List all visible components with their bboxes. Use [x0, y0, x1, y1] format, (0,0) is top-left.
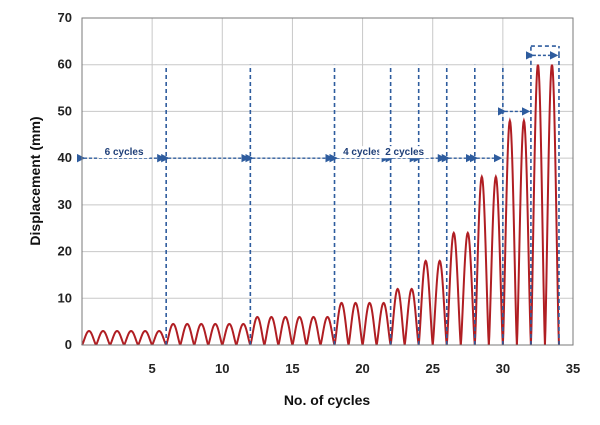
stage-9-cycles: [501, 117, 532, 346]
cycle-wave: [137, 329, 153, 346]
cycle-wave: [375, 301, 392, 346]
cycle-wave: [515, 117, 532, 346]
x-tick-label: 15: [285, 361, 299, 376]
stage-3-cycles: [249, 315, 336, 346]
cycle-wave: [501, 117, 518, 346]
cycle-wave: [123, 329, 139, 346]
x-tick-label: 20: [355, 361, 369, 376]
annotation-label: 4 cycles: [343, 147, 382, 158]
y-tick-labels: 0 10 20 30 40 50 60 70: [58, 10, 72, 352]
cycle-wave: [249, 315, 266, 346]
stage-2-cycles: [165, 322, 252, 346]
y-tick-label: 70: [58, 10, 72, 25]
x-tick-label: 25: [425, 361, 439, 376]
cycle-wave: [277, 315, 294, 346]
cycle-wave: [389, 287, 406, 346]
cycle-wave: [193, 322, 210, 346]
cycle-wave: [333, 301, 350, 346]
cycle-wave: [221, 322, 238, 346]
cycle-wave: [81, 329, 97, 346]
annotation-label-bg: [337, 146, 388, 159]
annotation-label-bg: [98, 146, 150, 159]
cycle-wave: [165, 322, 182, 346]
x-tick-label: 5: [149, 361, 156, 376]
y-tick-label: 30: [58, 197, 72, 212]
cycle-wave: [263, 315, 280, 346]
stage-7-cycles: [445, 230, 476, 346]
cycle-wave: [403, 287, 420, 346]
signal-group: [81, 64, 560, 346]
y-tick-label: 60: [58, 57, 72, 72]
stage-10-cycles: [529, 64, 560, 346]
cycle-wave: [319, 315, 336, 346]
stage-8-cycles: [473, 174, 504, 346]
stage-6-cycles: [417, 259, 448, 346]
cycle-wave: [291, 315, 308, 346]
annotation-labels: 6 cycles 4 cycles 2 cycles: [98, 146, 431, 159]
cycle-wave: [207, 322, 224, 346]
y-tick-label: 20: [58, 244, 72, 259]
x-tick-label: 30: [496, 361, 510, 376]
y-tick-label: 0: [65, 337, 72, 352]
y-tick-label: 10: [58, 290, 72, 305]
x-tick-label: 35: [566, 361, 580, 376]
cycle-wave: [179, 322, 196, 346]
x-tick-labels: 5 10 15 20 25 30 35: [149, 361, 581, 376]
stage-4-cycles: [333, 301, 392, 346]
cycle-wave: [487, 174, 504, 346]
plot-frame: [81, 17, 574, 346]
stage-5-cycles: [389, 287, 420, 346]
x-axis-title: No. of cycles: [284, 392, 371, 408]
cycle-wave: [445, 230, 462, 346]
cycle-wave: [305, 315, 322, 346]
cycle-wave: [529, 64, 546, 346]
cycle-wave: [473, 174, 490, 346]
cycle-wave: [543, 64, 560, 346]
cycle-wave: [235, 322, 252, 346]
x-tick-label: 10: [215, 361, 229, 376]
plot-area: [82, 18, 573, 345]
cycle-wave: [151, 329, 168, 346]
annotation-label: 6 cycles: [105, 147, 144, 158]
cycle-wave: [109, 329, 125, 346]
cycle-wave: [347, 301, 364, 346]
cycle-wave: [95, 329, 111, 346]
annotation-label-bg: [379, 146, 431, 159]
y-axis-title: Displacement (mm): [27, 116, 43, 245]
y-tick-label: 50: [58, 103, 72, 118]
y-tick-label: 40: [58, 150, 72, 165]
cycle-wave: [431, 259, 448, 346]
stage-markers: [77, 45, 560, 345]
cycle-wave: [361, 301, 378, 346]
cycle-wave: [459, 230, 476, 346]
cycle-wave: [417, 259, 434, 346]
stage-1-cycles: [81, 329, 168, 346]
annotation-label: 2 cycles: [385, 147, 424, 158]
